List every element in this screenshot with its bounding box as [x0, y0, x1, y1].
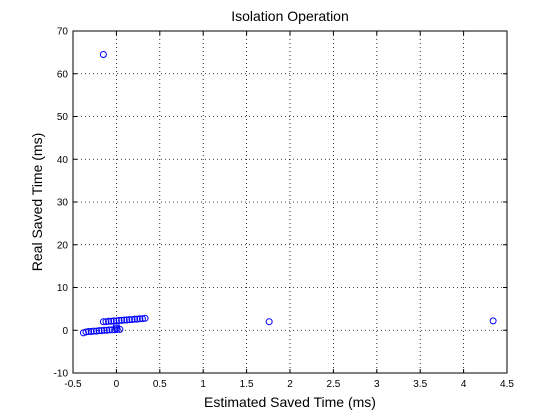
x-axis-label: Estimated Saved Time (ms): [204, 394, 376, 410]
data-point: [82, 328, 90, 336]
y-tick-label: 60: [57, 69, 69, 80]
plot-area: -0.5 0 0.5 1 1.5 2 2.5 3 3.5 4 4.5 -10 0 10 20 30 40 50 60…: [54, 27, 515, 391]
data-point: [87, 328, 95, 336]
data-point: [105, 317, 113, 325]
x-tick-label: 3.5: [413, 379, 427, 390]
x-tick-label: 0.5: [153, 379, 167, 390]
y-tick-label: 30: [57, 198, 69, 209]
y-axis-label: Real Saved Time (ms): [29, 133, 45, 271]
data-point: [105, 326, 113, 334]
data-point: [265, 318, 273, 326]
data-point: [99, 51, 107, 59]
x-tick-label: -0.5: [64, 379, 82, 390]
x-tick-label: 3: [374, 379, 380, 390]
data-point: [489, 317, 497, 325]
data-point: [113, 325, 121, 333]
data-point: [131, 315, 139, 323]
data-point: [123, 316, 131, 324]
data-point: [141, 314, 149, 322]
data-point: [92, 327, 100, 335]
x-tick-label: 0: [114, 379, 120, 390]
data-point: [118, 316, 126, 324]
data-point: [136, 315, 144, 323]
y-tick-label: 10: [57, 283, 69, 294]
data-point: [112, 317, 120, 325]
grid-lines: [73, 31, 507, 373]
data-point: [111, 326, 119, 334]
x-tick-label: 2: [287, 379, 293, 390]
y-tick-label: 0: [62, 326, 68, 337]
data-point: [85, 328, 93, 336]
x-tick-label: 1.5: [240, 379, 254, 390]
data-point: [125, 316, 133, 324]
data-point: [107, 317, 115, 325]
x-tick-label: 2.5: [326, 379, 340, 390]
data-point: [100, 326, 108, 334]
axis-ticks: -0.5 0 0.5 1 1.5 2 2.5 3 3.5 4 4.5 -10 0 10 20 30 40 50 60…: [54, 27, 515, 391]
y-tick-label: 50: [57, 112, 69, 123]
data-points: [79, 51, 497, 337]
data-point: [112, 322, 120, 330]
x-tick-label: 4: [461, 379, 467, 390]
data-point: [95, 327, 103, 335]
data-point: [133, 315, 141, 323]
data-point: [102, 318, 110, 326]
data-point: [99, 318, 107, 326]
data-point: [98, 327, 106, 335]
y-tick-label: -10: [54, 369, 69, 380]
y-tick-label: 40: [57, 155, 69, 166]
data-point: [138, 315, 146, 323]
data-point: [103, 326, 111, 334]
x-tick-label: 4.5: [500, 379, 514, 390]
data-point: [120, 316, 128, 324]
y-tick-label: 70: [57, 27, 69, 38]
data-point: [128, 316, 136, 324]
data-point: [115, 316, 123, 324]
data-point: [112, 324, 120, 332]
x-tick-label: 1: [200, 379, 206, 390]
data-point: [90, 327, 98, 335]
chart-title: Isolation Operation: [231, 8, 349, 24]
data-point: [108, 326, 116, 334]
y-tick-label: 20: [57, 240, 69, 251]
